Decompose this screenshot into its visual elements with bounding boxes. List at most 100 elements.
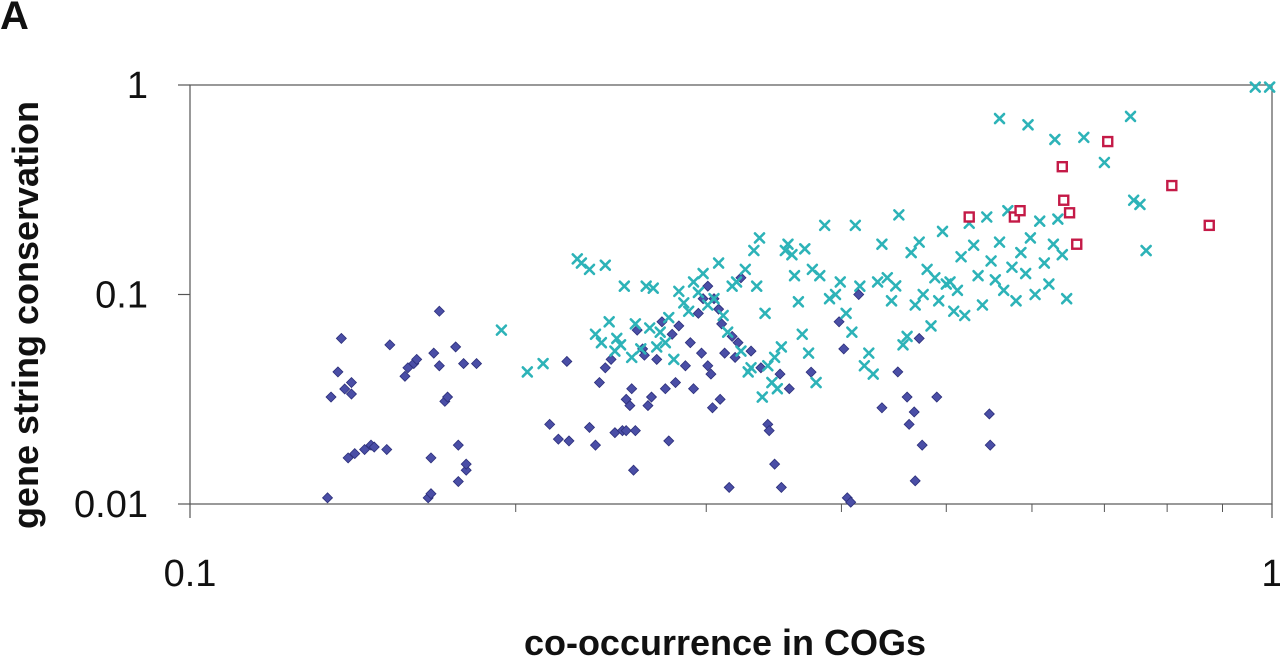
diamond-point xyxy=(381,443,393,456)
tick-labels: 0.1 1 0.01 0.1 1 xyxy=(74,65,1280,595)
x-point xyxy=(599,259,612,271)
diamond-point xyxy=(321,492,334,504)
x-point xyxy=(976,299,989,311)
x-point xyxy=(1134,198,1146,211)
x-point xyxy=(917,288,929,301)
x-point xyxy=(735,345,747,357)
x-point xyxy=(521,366,534,378)
diamond-point xyxy=(645,391,658,403)
diamond-point xyxy=(544,418,556,430)
diamond-point xyxy=(651,353,663,365)
diamond-point xyxy=(706,402,719,414)
x-point xyxy=(654,326,667,338)
diamond-point xyxy=(627,464,640,476)
x-point xyxy=(863,347,875,359)
x-point xyxy=(717,309,729,322)
x-point xyxy=(610,332,623,345)
x-point xyxy=(730,276,743,288)
x-point xyxy=(495,324,508,336)
x-point xyxy=(1124,110,1137,123)
diamond-point xyxy=(349,448,361,460)
x-point xyxy=(955,250,967,263)
x-point xyxy=(1098,156,1111,169)
diamond-point xyxy=(345,388,358,400)
square-point xyxy=(963,211,975,223)
diamond-point xyxy=(593,376,605,389)
diamond-point xyxy=(774,368,786,380)
diamond-point xyxy=(425,452,437,464)
x-point xyxy=(867,368,880,380)
x-point xyxy=(748,244,760,257)
diamond-point xyxy=(450,341,462,353)
x-tick-label: 1 xyxy=(1261,553,1280,595)
x-point xyxy=(993,236,1006,248)
x-point xyxy=(697,267,709,280)
diamond-point xyxy=(452,439,464,451)
x-point xyxy=(643,322,656,334)
y-tick-label: 1 xyxy=(127,65,148,107)
x-point xyxy=(1052,213,1064,225)
x-point xyxy=(1022,118,1034,131)
plot-frame xyxy=(189,84,1273,505)
x-point xyxy=(759,307,771,320)
diamond-point xyxy=(359,443,371,456)
y-tick-label: 0.01 xyxy=(74,484,148,526)
x-point xyxy=(829,288,842,301)
diamond-point xyxy=(719,347,731,359)
diamond-point xyxy=(745,345,757,357)
diamond-point xyxy=(552,433,564,445)
diamond-point xyxy=(983,408,995,420)
x-point xyxy=(682,305,695,318)
x-point xyxy=(854,280,866,292)
x-point xyxy=(980,211,993,223)
x-point xyxy=(1049,133,1061,146)
x-point xyxy=(650,341,663,353)
diamond-point xyxy=(642,400,654,412)
diamond-point xyxy=(659,383,671,395)
x-point xyxy=(909,299,922,311)
x-point xyxy=(810,376,822,389)
x-point xyxy=(1010,295,1022,307)
x-point xyxy=(647,282,660,294)
x-point xyxy=(1060,292,1073,305)
square-point xyxy=(1166,179,1178,192)
x-point xyxy=(745,361,757,374)
x-point xyxy=(750,280,763,292)
diamond-point xyxy=(563,435,575,447)
diamond-point xyxy=(626,383,638,395)
square-point xyxy=(1014,204,1026,217)
x-point xyxy=(721,326,734,338)
x-point xyxy=(618,280,631,292)
x-point xyxy=(659,336,672,349)
x-point xyxy=(989,274,1002,286)
x-point xyxy=(1078,131,1090,144)
diamond-point xyxy=(589,439,602,451)
x-point xyxy=(739,263,752,276)
x-point xyxy=(1006,261,1018,274)
x-point xyxy=(897,339,909,351)
diamond-point xyxy=(583,421,596,433)
x-point xyxy=(779,244,792,257)
x-point xyxy=(1043,278,1055,290)
x-point xyxy=(1056,248,1069,261)
x-point xyxy=(1024,232,1037,244)
x-point xyxy=(885,295,898,307)
diamond-point xyxy=(716,318,728,330)
diamond-point xyxy=(783,383,795,395)
diamond-point xyxy=(845,496,857,508)
series-diamond xyxy=(321,272,996,508)
diamond-point xyxy=(913,332,925,345)
diamond-point xyxy=(838,343,850,355)
diamond-point xyxy=(460,458,472,470)
x-point xyxy=(858,359,871,372)
diamond-point xyxy=(714,393,726,405)
square-point xyxy=(1063,207,1076,219)
y-tick-label: 0.1 xyxy=(95,275,148,317)
diamond-point xyxy=(433,360,445,372)
x-point xyxy=(901,330,913,343)
diamond-point xyxy=(384,339,396,351)
diamond-point xyxy=(853,288,865,301)
x-point xyxy=(792,295,805,308)
diamond-point xyxy=(763,425,775,437)
x-point xyxy=(849,219,862,232)
